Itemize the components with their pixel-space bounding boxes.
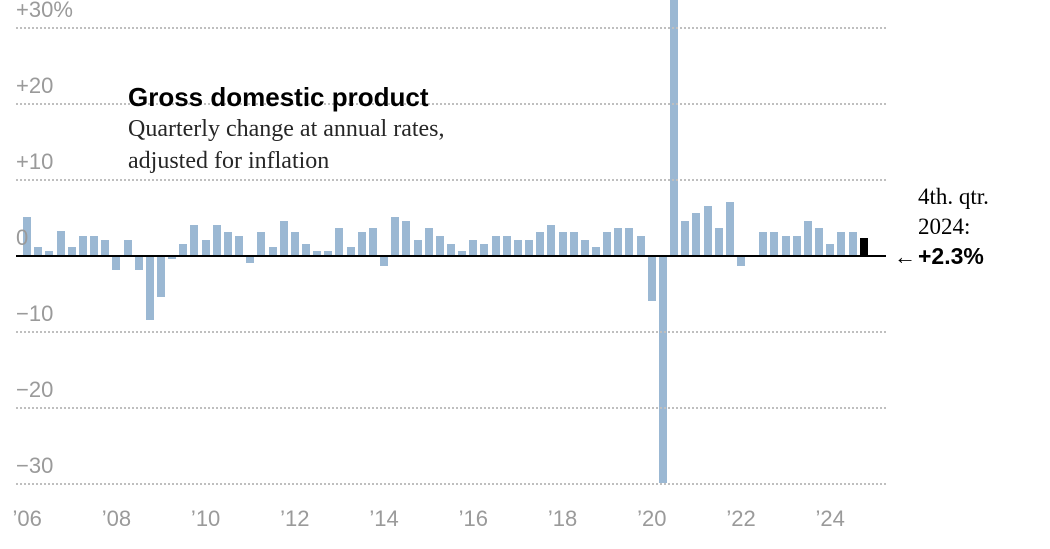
x-axis-label: ’18	[548, 506, 577, 532]
bar	[179, 244, 187, 255]
x-axis-label: ’22	[726, 506, 755, 532]
bar	[614, 228, 622, 255]
bar	[547, 225, 555, 255]
x-axis-label: ’14	[369, 506, 398, 532]
bar	[135, 255, 143, 270]
bar	[559, 232, 567, 255]
y-axis-label: −30	[16, 453, 53, 483]
chart-subtitle-line-1: Quarterly change at annual rates,	[128, 113, 445, 145]
bar	[213, 225, 221, 255]
bar	[425, 228, 433, 255]
x-axis-label: ’10	[191, 506, 220, 532]
bar	[436, 236, 444, 255]
zero-axis-line	[16, 255, 886, 257]
bar	[648, 255, 656, 301]
bar	[581, 240, 589, 255]
y-gridline	[16, 331, 886, 333]
bar	[469, 240, 477, 255]
bar	[570, 232, 578, 255]
bar	[536, 232, 544, 255]
bar	[402, 221, 410, 255]
y-gridline	[16, 179, 886, 181]
bar	[603, 232, 611, 255]
bar	[57, 231, 65, 255]
bar	[447, 244, 455, 255]
bar	[34, 247, 42, 255]
callout-value: +2.3%	[918, 242, 989, 272]
callout-arrow-icon: ←	[894, 244, 916, 270]
x-axis-label: ’06	[12, 506, 41, 532]
bar	[302, 244, 310, 255]
y-gridline	[16, 483, 886, 485]
y-axis-label: −20	[16, 377, 53, 407]
chart-title: Gross domestic product	[128, 82, 445, 113]
y-axis-label: −10	[16, 301, 53, 331]
y-axis-label: 0	[16, 225, 28, 255]
bar	[659, 255, 667, 483]
bar	[235, 236, 243, 255]
y-gridline	[16, 27, 886, 29]
bar	[592, 247, 600, 255]
x-axis-label: ’20	[637, 506, 666, 532]
bar	[146, 255, 154, 320]
bar	[637, 236, 645, 255]
bar	[369, 228, 377, 255]
bar	[224, 232, 232, 255]
bar	[480, 244, 488, 255]
chart-title-block: Gross domestic product Quarterly change …	[128, 82, 445, 178]
bar	[503, 236, 511, 255]
bar	[525, 240, 533, 255]
bar	[692, 213, 700, 255]
x-axis-label: ’24	[816, 506, 845, 532]
gdp-quarterly-bar-chart: −30 −20 −10 0 +10 +20 +30% ’06 ’08 ’10 ’12 ’14 ’16 ’1…	[0, 0, 1050, 549]
bar	[68, 247, 76, 255]
bar	[815, 228, 823, 255]
bar-highlight	[860, 238, 868, 255]
bar	[112, 255, 120, 270]
bar	[358, 232, 366, 255]
bar	[492, 236, 500, 255]
bar	[257, 232, 265, 255]
chart-subtitle-line-2: adjusted for inflation	[128, 145, 445, 177]
bar	[79, 236, 87, 255]
x-axis-label: ’12	[280, 506, 309, 532]
bar	[837, 232, 845, 255]
bar	[782, 236, 790, 255]
bar	[269, 247, 277, 255]
y-axis-label: +20	[16, 73, 53, 103]
bar	[770, 232, 778, 255]
callout-line-1: 4th. qtr.	[918, 182, 989, 212]
y-axis-label: +30%	[16, 0, 73, 27]
bar	[280, 221, 288, 255]
bar	[124, 240, 132, 255]
x-axis-label: ’16	[459, 506, 488, 532]
bar	[793, 236, 801, 255]
bar	[759, 232, 767, 255]
bar	[391, 217, 399, 255]
bar	[414, 240, 422, 255]
bar	[291, 232, 299, 255]
bar	[715, 228, 723, 255]
x-axis-label: ’08	[102, 506, 131, 532]
bar	[202, 240, 210, 255]
bar	[157, 255, 165, 297]
y-gridline	[16, 407, 886, 409]
callout-line-2: 2024:	[918, 212, 989, 242]
bar	[335, 228, 343, 255]
bar	[190, 225, 198, 255]
bar	[514, 240, 522, 255]
bar	[347, 247, 355, 255]
latest-value-callout: 4th. qtr. 2024: +2.3%	[918, 182, 989, 272]
bar	[849, 232, 857, 255]
bar	[804, 221, 812, 255]
bar	[681, 221, 689, 255]
bar	[670, 0, 678, 255]
bar	[625, 228, 633, 255]
bar	[726, 202, 734, 255]
bar	[101, 240, 109, 255]
bar	[826, 244, 834, 255]
y-axis-label: +10	[16, 149, 53, 179]
bar	[90, 236, 98, 255]
bar	[704, 206, 712, 255]
